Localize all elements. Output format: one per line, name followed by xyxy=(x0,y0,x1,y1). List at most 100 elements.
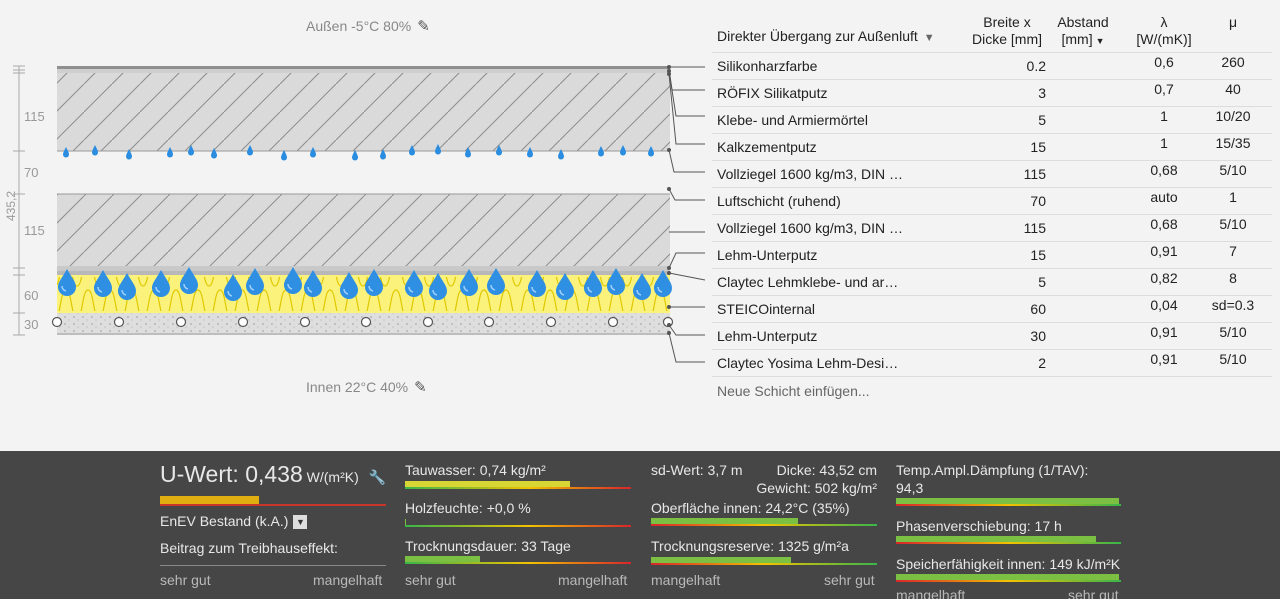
greenhouse-label: Beitrag zum Treibhauseffekt: xyxy=(160,540,338,556)
layer-thickness[interactable]: 70 xyxy=(1030,193,1046,209)
drying-reserve-bar-fill xyxy=(651,557,792,563)
results-panel: U-Wert: 0,438 W/(m²K) 🔧 EnEV Bestand (k.… xyxy=(0,451,1280,599)
layer-lambda: 0,7 xyxy=(1154,81,1174,97)
new-layer-row: Neue Schicht einfügen... xyxy=(712,376,1272,404)
scale-good-label-4: sehr gut xyxy=(1068,587,1119,599)
drying-time-bar-fill xyxy=(405,556,480,562)
layer-lambda: 0,68 xyxy=(1150,162,1178,178)
add-layer-link[interactable]: Neue Schicht einfügen... xyxy=(717,383,870,399)
u-value: 0,438 xyxy=(245,461,303,487)
boundary-condition-label: Direkter Übergang zur Außenluft xyxy=(717,28,918,44)
storage-bar xyxy=(896,574,1121,585)
dim-brick-outer: 115 xyxy=(24,109,45,124)
storage-bar-fill xyxy=(896,574,1119,580)
layer-name: Claytec Yosima Lehm-Desi… xyxy=(717,355,899,371)
storage-label: Speicherfähigkeit innen: 149 kJ/m²K xyxy=(896,556,1121,572)
layer-mu: 260 xyxy=(1221,54,1245,70)
layer-lambda: 1 xyxy=(1160,135,1168,151)
layer-mu: 15/35 xyxy=(1215,135,1251,151)
layer-thickness[interactable]: 115 xyxy=(1023,166,1046,182)
scale-bad-label: mangelhaft xyxy=(313,572,383,588)
layer-thickness[interactable]: 30 xyxy=(1030,328,1046,344)
wood-moisture-label: Holzfeuchte: +0,0 % xyxy=(405,500,531,516)
layer-name: Claytec Lehmklebe- und ar… xyxy=(717,274,899,290)
layer-row[interactable]: Claytec Lehmklebe- und ar… 5 0,82 8 xyxy=(712,268,1272,295)
dim-air-gap: 70 xyxy=(24,165,39,180)
standard-label: EnEV Bestand (k.A.) xyxy=(160,513,289,529)
weight-label: Gewicht: 502 kg/m² xyxy=(756,480,877,496)
layer-row[interactable]: Klebe- und Armiermörtel 5 1 10/20 xyxy=(712,106,1272,133)
inside-climate[interactable]: Innen 22°C 40% ✎ xyxy=(306,378,427,396)
scale-bad-label-4: mangelhaft xyxy=(896,587,966,599)
drying-reserve-bar-track xyxy=(651,563,877,565)
drying-reserve-bar xyxy=(651,557,877,568)
phase-shift-bar-fill xyxy=(896,536,1097,542)
layer-name: Vollziegel 1600 kg/m3, DIN … xyxy=(717,166,903,182)
drying-time-label: Trocknungsdauer: 33 Tage xyxy=(405,538,571,554)
layer-name: Lehm-Unterputz xyxy=(717,328,818,344)
boundary-condition-dropdown[interactable]: Direkter Übergang zur Außenluft ▼ xyxy=(717,28,935,47)
outside-climate[interactable]: Außen -5°C 80% ✎ xyxy=(306,17,430,35)
layer-thickness[interactable]: 60 xyxy=(1030,301,1046,317)
surface-inside-bar-track xyxy=(651,524,877,526)
layer-name: Luftschicht (ruhend) xyxy=(717,193,841,209)
layer-row[interactable]: Lehm-Unterputz 30 0,91 5/10 xyxy=(712,322,1272,349)
layer-thickness[interactable]: 0.2 xyxy=(1026,58,1046,74)
scale-bad-label-3: mangelhaft xyxy=(651,572,721,588)
layer-row[interactable]: Vollziegel 1600 kg/m3, DIN … 115 0,68 5/10 xyxy=(712,160,1272,187)
layer-lambda: 0,91 xyxy=(1150,243,1178,259)
dim-insulation: 60 xyxy=(24,288,39,303)
layer-thickness[interactable]: 5 xyxy=(1038,112,1046,128)
u-value-unit: W/(m²K) xyxy=(306,469,359,485)
layer-row[interactable]: STEICOinternal 60 0,04 sd=0.3 xyxy=(712,295,1272,322)
layer-thickness[interactable]: 5 xyxy=(1038,274,1046,290)
layer-mu: 5/10 xyxy=(1219,162,1247,178)
standard-selector[interactable]: EnEV Bestand (k.A.) ▼ xyxy=(160,513,308,529)
scale-good-label: sehr gut xyxy=(160,572,211,588)
column-gap-label: Abstand [mm] xyxy=(1057,14,1109,47)
layer-thickness[interactable]: 2 xyxy=(1038,355,1046,371)
wrench-icon[interactable]: 🔧 xyxy=(368,469,387,485)
u-value-bar xyxy=(160,496,386,507)
surface-inside-bar xyxy=(651,518,877,529)
layer-row[interactable]: Silikonharzfarbe 0.2 0,6 260 xyxy=(712,52,1272,79)
layer-name: Klebe- und Armiermörtel xyxy=(717,112,868,128)
column-gap-header[interactable]: Abstand [mm] ▼ xyxy=(1050,14,1116,50)
layer-thickness[interactable]: 15 xyxy=(1030,139,1046,155)
scale-good-label-2: sehr gut xyxy=(405,572,456,588)
layer-lambda: auto xyxy=(1150,189,1178,205)
layer-thickness[interactable]: 3 xyxy=(1038,85,1046,101)
layer-row[interactable]: Lehm-Unterputz 15 0,91 7 xyxy=(712,241,1272,268)
u-value-bar-fill xyxy=(160,496,260,504)
pencil-icon[interactable]: ✎ xyxy=(414,379,427,396)
dropdown-arrow-icon: ▼ xyxy=(923,32,935,44)
wall-diagram: Außen -5°C 80% ✎ Innen 22°C 40% ✎ 115 70 1… xyxy=(0,0,712,440)
layer-row[interactable]: Vollziegel 1600 kg/m3, DIN … 115 0,68 5/10 xyxy=(712,214,1272,241)
sd-value-label: sd-Wert: 3,7 m xyxy=(651,462,743,478)
layer-row[interactable]: Kalkzementputz 15 1 15/35 xyxy=(712,133,1272,160)
layer-mu: 5/10 xyxy=(1219,216,1247,232)
chevron-down-icon[interactable]: ▼ xyxy=(293,515,308,529)
surface-inside-bar-fill xyxy=(651,518,798,524)
scale-good-label-3: sehr gut xyxy=(824,572,875,588)
thickness-label: Dicke: 43,52 cm xyxy=(776,462,877,478)
pencil-icon[interactable]: ✎ xyxy=(417,18,430,35)
wood-moisture-bar-track xyxy=(405,525,631,527)
condensate-bar xyxy=(405,481,631,492)
drying-time-bar xyxy=(405,556,631,567)
layer-row[interactable]: Luftschicht (ruhend) 70 auto 1 xyxy=(712,187,1272,214)
column-thickness-header: Breite x Dicke [mm] xyxy=(972,14,1042,47)
drying-reserve-label: Trocknungsreserve: 1325 g/m²a xyxy=(651,538,849,554)
layer-row[interactable]: RÖFIX Silikatputz 3 0,7 40 xyxy=(712,79,1272,106)
layer-mu: 7 xyxy=(1229,243,1237,259)
layer-thickness[interactable]: 15 xyxy=(1030,247,1046,263)
layer-thickness[interactable]: 115 xyxy=(1023,220,1046,236)
layer-rows: Silikonharzfarbe 0.2 0,6 260 RÖFIX Silikatpu… xyxy=(712,52,1272,404)
temp-damping-label: Temp.Ampl.Dämpfung (1/TAV): xyxy=(896,462,1089,478)
layer-mu: sd=0.3 xyxy=(1211,297,1255,313)
layer-lambda: 0,68 xyxy=(1150,216,1178,232)
temp-damping-bar xyxy=(896,498,1121,509)
layer-row[interactable]: Claytec Yosima Lehm-Desi… 2 0,91 5/10 xyxy=(712,349,1272,376)
layer-lambda: 1 xyxy=(1160,108,1168,124)
